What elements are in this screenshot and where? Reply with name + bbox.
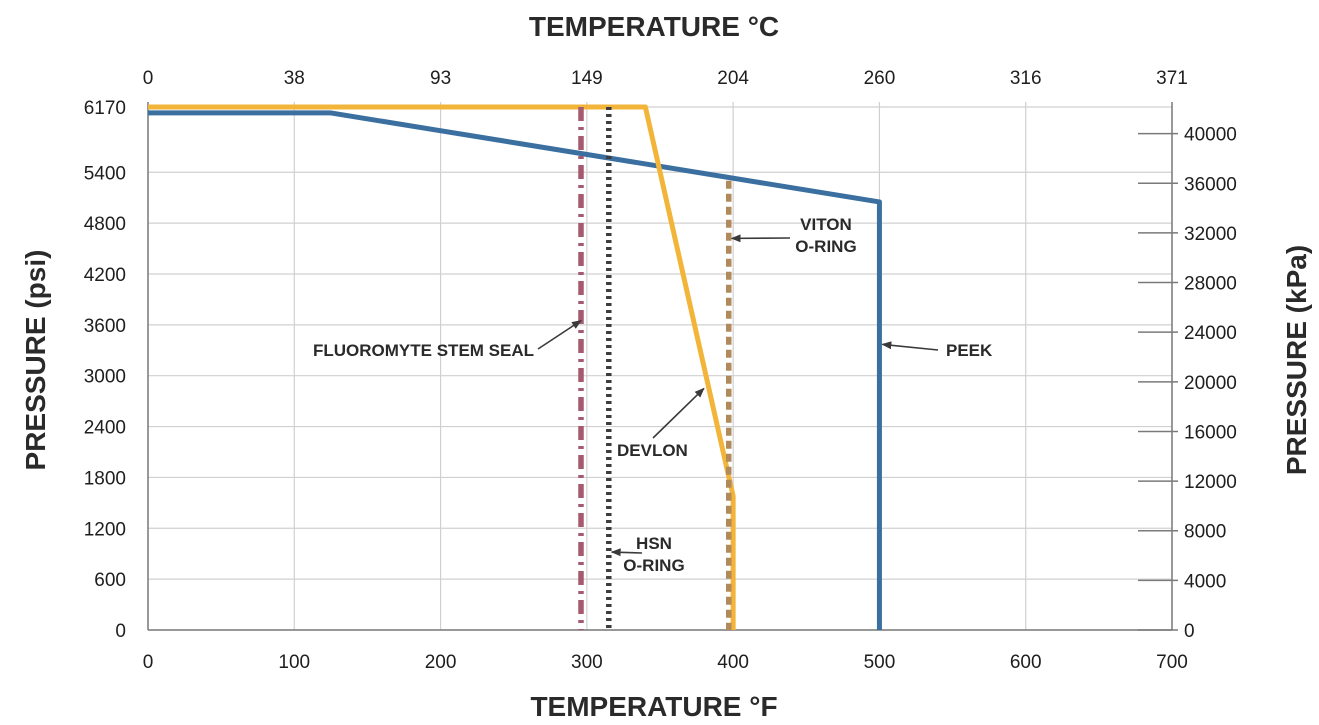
x2-axis-title: TEMPERATURE °C [529,11,779,42]
annotation-label: PEEK [946,341,993,360]
y2-tick-label: 28000 [1184,274,1237,295]
plot-frame [147,102,1178,631]
annotation-label: VITON [800,215,852,234]
annotation-label: O-RING [623,556,684,575]
annotation-label: FLUOROMYTE STEM SEAL [313,341,534,360]
x-tick-label: 400 [717,652,749,673]
x2-tick-label: 149 [571,68,603,89]
annotation-3: HSN O-RING [610,534,685,575]
y2-tick-label: 40000 [1184,125,1237,146]
y2-tick-label: 36000 [1184,174,1237,195]
y2-tick-label: 24000 [1184,323,1237,344]
series-peek-line [148,110,882,630]
y2-tick-label: 8000 [1184,522,1226,543]
y-tick-label: 1800 [84,468,126,489]
y-tick-label: 2400 [84,418,126,439]
x2-tick-label: 371 [1156,68,1188,89]
tick-labels: 0 100 200 300 400 500 600 700 0 38 93 149 204 260 316 3… [84,68,1237,673]
y-tick-label: 4800 [84,214,126,235]
x-tick-label: 500 [864,652,896,673]
y-axis-title: PRESSURE (psi) [20,250,51,471]
annotations: FLUOROMYTE STEM SEALDEVLONHSNO-RINGVITON… [313,215,993,575]
annotation-arrow [537,319,582,350]
x-tick-label: 100 [278,652,310,673]
annotation-label: O-RING [795,237,856,256]
x-tick-label: 600 [1010,652,1042,673]
annotation-1: FLUOROMYTE STEM SEAL [313,319,582,360]
annotation-arrow [610,548,643,557]
annotation-label: HSN [636,534,672,553]
annotation-label: DEVLON [617,441,688,460]
y2-tick-label: 16000 [1184,422,1237,443]
x-axis-title: TEMPERATURE °F [530,691,777,722]
y-tick-label: 3600 [84,316,126,337]
annotation-arrow [652,387,705,439]
annotation-4: VITON O-RING [730,215,857,256]
y-tick-label: 5400 [84,163,126,184]
y-tick-label: 4200 [84,265,126,286]
x-tick-label: 300 [571,652,603,673]
x2-tick-label: 204 [717,68,749,89]
y2-tick-label: 0 [1184,621,1195,642]
y2-tick-label: 12000 [1184,472,1237,493]
y2-tick-label: 4000 [1184,571,1226,592]
x-tick-label: 200 [425,652,457,673]
x2-tick-label: 260 [864,68,896,89]
annotation-2: DEVLON [617,387,705,460]
x-tick-label: 700 [1156,652,1188,673]
y2-tick-label: 32000 [1184,224,1237,245]
x2-tick-label: 316 [1010,68,1042,89]
x2-tick-label: 93 [430,68,451,89]
y-tick-label: 600 [94,570,126,591]
x2-tick-label: 38 [284,68,305,89]
series-devlon-line [148,104,736,630]
x2-tick-label: 0 [143,68,154,89]
y2-axis-title: PRESSURE (kPa) [1281,245,1312,475]
y-tick-label: 3000 [84,367,126,388]
y2-tick-label: 20000 [1184,373,1237,394]
series-lines [148,104,882,630]
y-tick-label: 6170 [84,98,126,119]
annotation-5: PEEK [881,341,993,360]
y-tick-label: 1200 [84,519,126,540]
annotation-arrow [881,341,939,351]
x-tick-label: 0 [143,652,154,673]
y-tick-label: 0 [115,621,126,642]
